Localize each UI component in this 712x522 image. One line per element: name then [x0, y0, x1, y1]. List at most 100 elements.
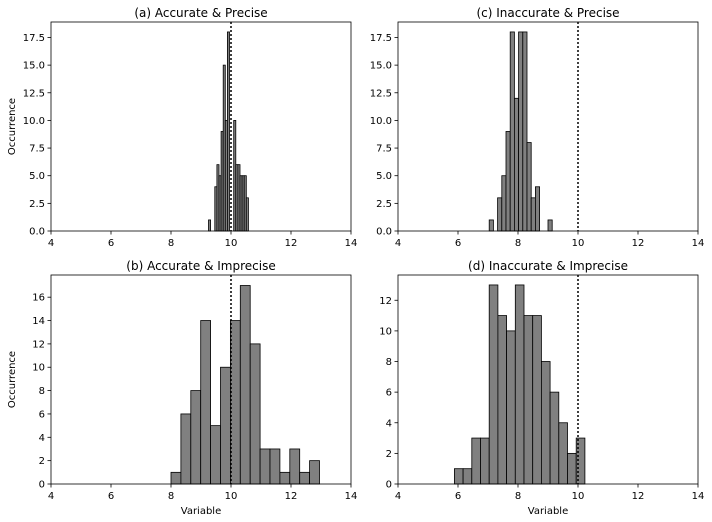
x-tick-label: 12	[632, 238, 645, 249]
y-tick-label: 16	[32, 293, 45, 304]
x-tick-label: 8	[515, 238, 521, 249]
histogram-bar	[547, 219, 553, 232]
histogram-bar	[220, 366, 231, 485]
panel-accurate-imprecise: 4 6 8 10 12 14 0 2 4 6 8 10 12 14 16 (b) Accurate & Imp…	[7, 259, 357, 517]
histogram-bar	[462, 468, 473, 485]
y-tick-label: 4	[39, 433, 45, 444]
x-tick-label: 14	[692, 491, 705, 502]
x-tick-label: 10	[225, 238, 238, 249]
panel-inaccurate-precise: 4 6 8 10 12 14 0.0 2.5 5.0 7.5 10.0 12.5 15.0 17.5 (c)…	[370, 6, 705, 249]
histogram-bar	[180, 413, 192, 485]
x-tick-label: 12	[632, 491, 645, 502]
histogram-bar	[497, 315, 507, 485]
histogram-bar	[522, 31, 528, 232]
x-tick-label: 8	[168, 491, 174, 502]
histogram-bar	[471, 437, 481, 485]
x-tick-label: 10	[572, 238, 585, 249]
histogram-bar	[514, 97, 520, 232]
y-tick-label: 2.5	[29, 199, 45, 210]
histogram-bar	[170, 471, 182, 485]
y-tick-label: 14	[32, 316, 45, 327]
y-tick-label: 10	[32, 363, 45, 374]
histogram-bar	[210, 425, 221, 485]
histogram-bar	[239, 285, 251, 485]
y-tick-label: 17.5	[370, 33, 392, 44]
histogram-bar	[541, 361, 551, 485]
y-tick-label: 0.0	[376, 227, 392, 238]
y-tick-label: 15.0	[23, 61, 45, 72]
y-tick-label: 4	[386, 418, 392, 429]
y-axis-label: Occurrence	[7, 351, 18, 408]
x-tick-label: 4	[395, 238, 401, 249]
y-tick-label: 10.0	[23, 116, 45, 127]
axes-frame	[50, 274, 352, 485]
histogram-bar	[505, 131, 511, 232]
histogram-bar	[549, 391, 560, 485]
panel-title: (d) Inaccurate & Imprecise	[468, 259, 628, 273]
panel-accurate-precise: 4 6 8 10 12 14 0.0 2.5 5.0 7.5 10.0 12.5 15.0 17.5 (a)…	[7, 6, 357, 249]
x-tick-label: 14	[345, 238, 358, 249]
y-tick-label: 5.0	[29, 171, 45, 182]
histogram-bar	[567, 452, 577, 485]
y-tick-label: 0	[39, 480, 45, 491]
histogram-bar	[226, 31, 230, 232]
x-tick-label: 12	[285, 238, 298, 249]
x-tick-label: 6	[455, 238, 461, 249]
x-tick-label: 10	[225, 491, 238, 502]
histogram-bar	[532, 315, 542, 485]
x-axis-label: Variable	[181, 506, 222, 517]
axes-frame	[397, 21, 699, 232]
y-tick-label: 7.5	[376, 144, 392, 155]
histogram-bar	[309, 460, 320, 485]
y-tick-label: 12	[379, 296, 392, 307]
y-tick-label: 10.0	[370, 116, 392, 127]
y-tick-label: 2	[39, 456, 45, 467]
histogram-bar	[526, 142, 532, 232]
histogram-bar	[200, 320, 211, 485]
histogram-bar	[259, 448, 271, 485]
histogram-bar	[249, 343, 261, 485]
y-tick-label: 8	[386, 357, 392, 368]
axes-frame	[50, 21, 352, 232]
histogram-bar	[279, 471, 291, 485]
axes-frame	[397, 274, 699, 485]
x-tick-label: 14	[345, 491, 358, 502]
x-tick-label: 12	[285, 491, 298, 502]
histogram-bar	[501, 175, 507, 232]
histogram-bar	[488, 284, 499, 485]
histogram-bar	[509, 31, 515, 232]
histogram-bar	[208, 219, 211, 232]
histogram-bar	[535, 186, 541, 232]
y-tick-label: 2.5	[376, 199, 392, 210]
panel-title: (a) Accurate & Precise	[134, 6, 267, 20]
x-tick-label: 6	[108, 491, 114, 502]
histogram-bar	[299, 471, 311, 485]
x-tick-label: 6	[108, 238, 114, 249]
x-tick-label: 4	[48, 238, 54, 249]
histogram-bar	[289, 448, 301, 485]
histogram-bar	[497, 197, 503, 232]
y-tick-label: 12.5	[23, 88, 45, 99]
x-tick-label: 4	[48, 491, 54, 502]
histogram-bar	[523, 315, 534, 485]
y-tick-label: 15.0	[370, 61, 392, 72]
x-tick-label: 8	[515, 491, 521, 502]
histogram-bar	[190, 390, 202, 485]
panel-title: (c) Inaccurate & Precise	[476, 6, 619, 20]
y-tick-label: 12.5	[370, 88, 392, 99]
y-tick-label: 12	[32, 339, 45, 350]
x-tick-label: 4	[395, 491, 401, 502]
histogram-bar	[530, 197, 536, 232]
histogram-bar	[245, 197, 249, 232]
y-axis-label: Occurrence	[7, 98, 18, 155]
y-tick-label: 0.0	[29, 227, 45, 238]
histogram-bar	[518, 31, 524, 232]
x-tick-label: 14	[692, 238, 705, 249]
x-tick-label: 10	[572, 491, 585, 502]
x-axis-label: Variable	[528, 506, 569, 517]
histogram-bar	[506, 330, 516, 485]
x-tick-label: 6	[455, 491, 461, 502]
x-tick-label: 8	[168, 238, 174, 249]
histogram-bar	[558, 422, 568, 485]
